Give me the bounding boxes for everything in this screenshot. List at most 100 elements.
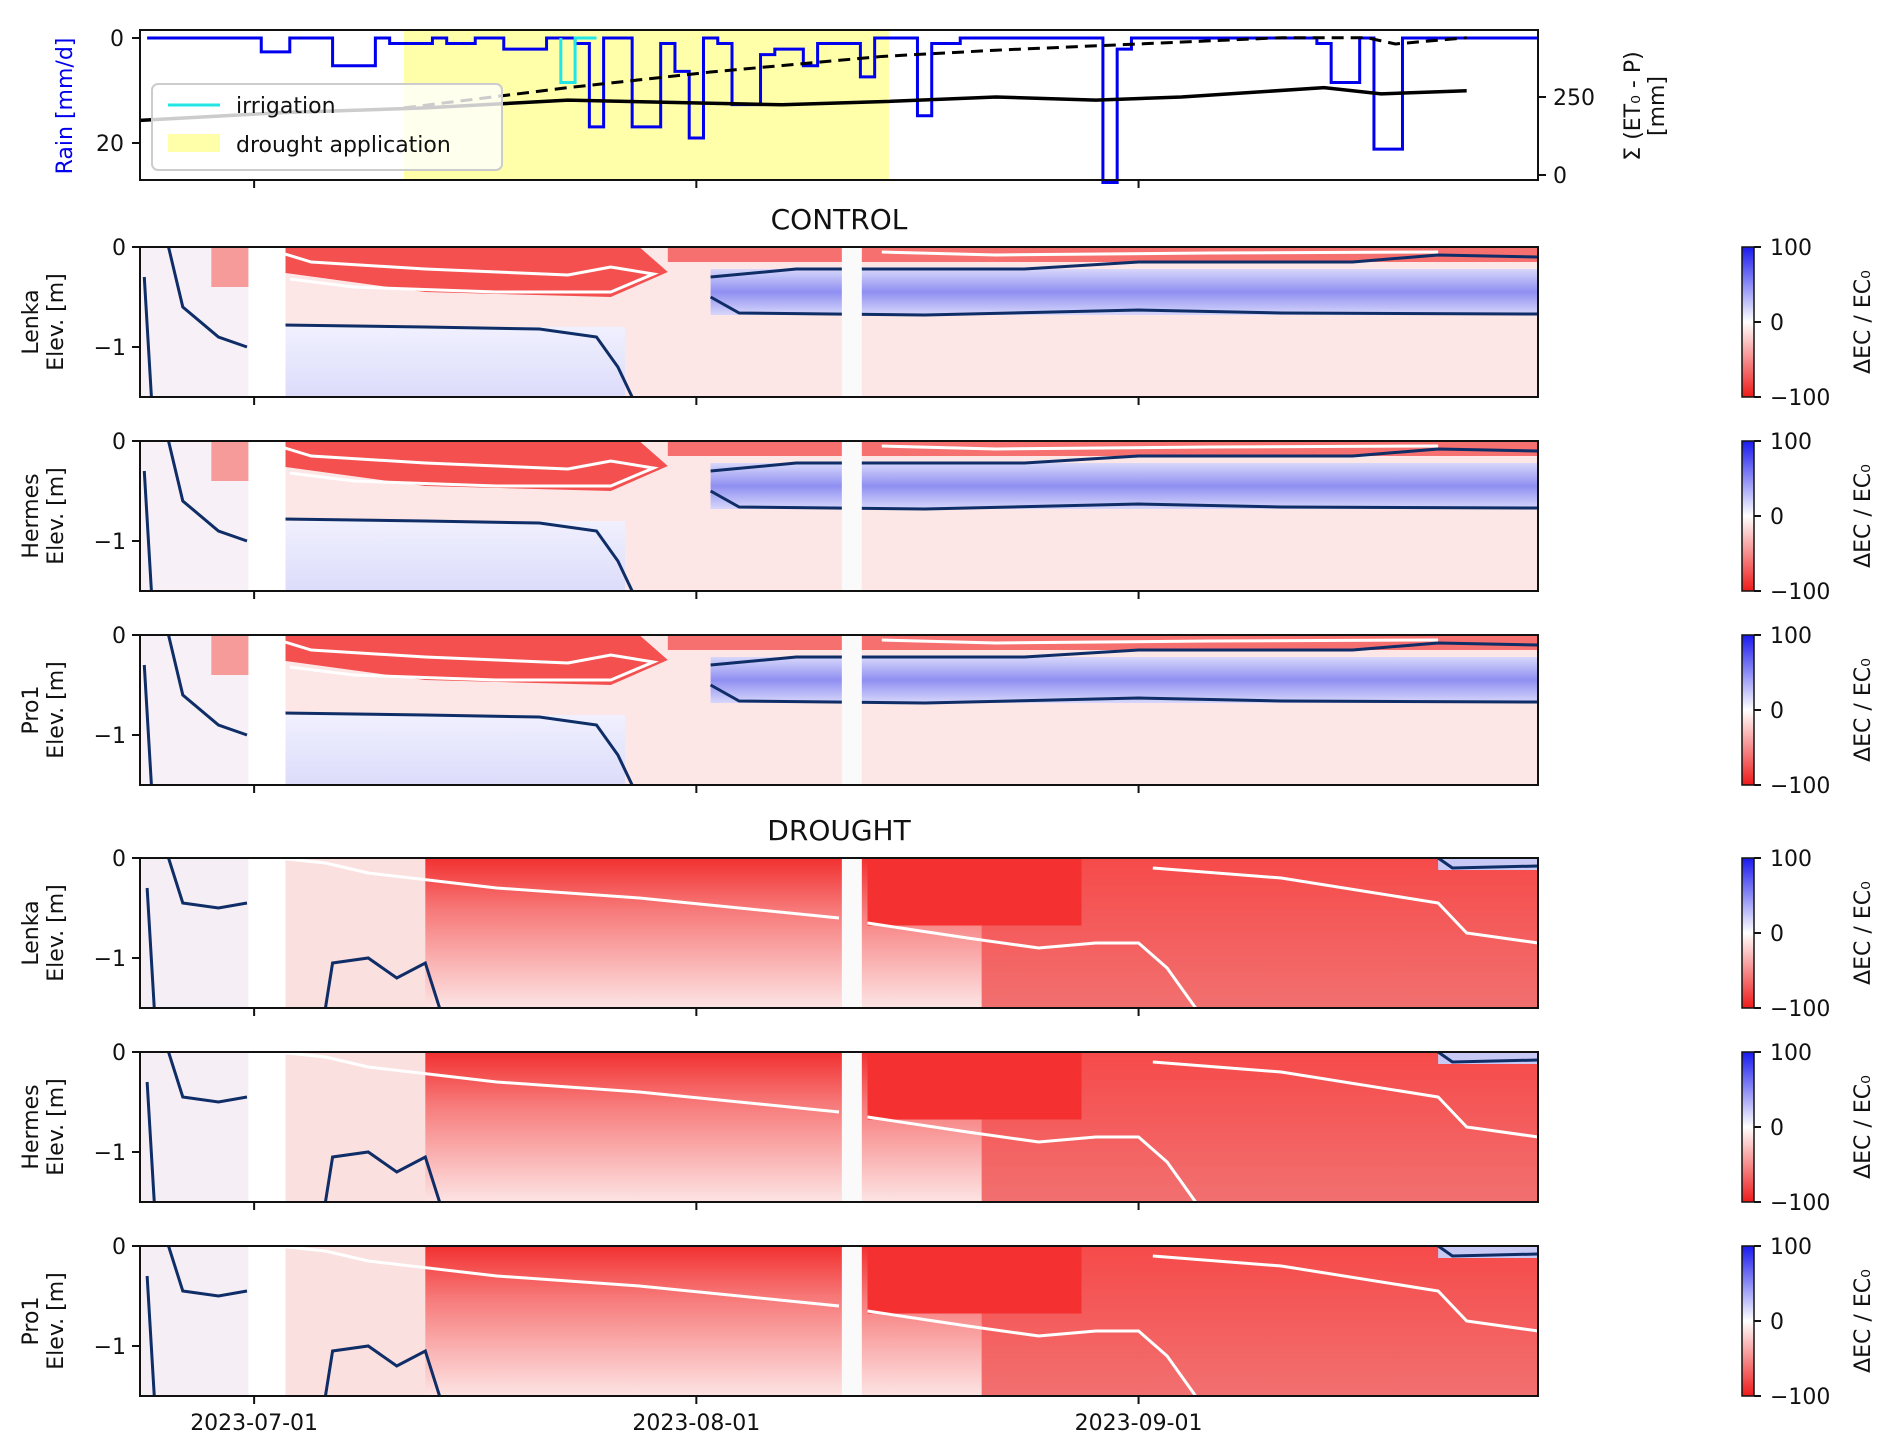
contour-positive-upper: [710, 641, 1539, 667]
colorbar-tick-label: −100: [1770, 774, 1830, 799]
contour-negative-top: [881, 250, 1439, 257]
weather-xticks: [253, 180, 1140, 188]
rain-ylabel: Rain [mm/d]: [53, 38, 78, 175]
missing-data-gap: [248, 635, 286, 785]
contour-early: [145, 1245, 248, 1397]
colorbar-tick-label: 100: [1770, 236, 1812, 261]
contour-negative-top: [881, 444, 1439, 451]
contour-early: [142, 634, 248, 786]
colorbar-tick-label: 0: [1770, 922, 1784, 947]
contour-positive-deep: [282, 517, 634, 592]
heatmap-blue-deep: [278, 715, 626, 785]
contour-positive-lower: [709, 683, 1539, 705]
ytick-label: −1: [94, 530, 126, 555]
heatmap-early: [140, 1246, 255, 1396]
contour-positive-lower: [709, 489, 1539, 511]
contour-negative-lower: [867, 921, 1197, 1009]
colorbar-tick-label: 0: [1770, 699, 1784, 724]
colorbar: 100 0 −100 ΔEC / EC₀: [1741, 236, 1876, 411]
contour-negative-top: [881, 638, 1439, 645]
contour-positive-upper: [710, 253, 1539, 279]
heatmap-blue-band: [710, 269, 1538, 315]
contour-negative-lower: [867, 1115, 1197, 1203]
missing-data-gap: [841, 1052, 862, 1202]
colorbar-gradient: [1741, 857, 1755, 1009]
contour-early: [142, 246, 248, 398]
rain-tick-0: 0: [110, 27, 124, 52]
contour-positive-deep: [323, 956, 442, 1009]
legend-irrigation-label: irrigation: [236, 94, 336, 119]
ytick-label: 0: [112, 624, 126, 649]
contour-early: [145, 1051, 248, 1203]
drought-title: DROUGHT: [767, 814, 911, 847]
colorbar-tick-label: 100: [1770, 1235, 1812, 1260]
contour-early: [145, 857, 248, 1009]
colorbar-tick-label: −100: [1770, 386, 1830, 411]
contour-early: [142, 440, 248, 592]
missing-data-gap: [248, 441, 286, 591]
legend-drought-swatch: [168, 134, 220, 152]
colorbar-label: ΔEC / EC₀: [1851, 658, 1876, 762]
contour-positive-deep: [282, 323, 634, 398]
colorbar-gradient: [1741, 440, 1755, 592]
missing-data-gap: [248, 247, 286, 397]
ytick-label: −1: [94, 1335, 126, 1360]
missing-data-gap: [841, 635, 862, 785]
contour-positive-deep: [323, 1344, 442, 1397]
colorbar-label: ΔEC / EC₀: [1851, 881, 1876, 985]
drought-lenka-panel: 0 −1 Lenka Elev. [m] 100 0 −100 ΔEC / EC₀: [19, 847, 1876, 1022]
missing-data-gap: [841, 247, 862, 397]
colorbar-tick-label: −100: [1770, 997, 1830, 1022]
legend: irrigation drought application: [151, 83, 503, 171]
colorbar-tick-label: 100: [1770, 1041, 1812, 1066]
elev-label: Elev. [m]: [44, 467, 69, 564]
control-lenka-panel: 0 −1 Lenka Elev. [m] 100 0 −100 ΔEC / EC₀: [19, 236, 1876, 411]
contour-negative-upper: [278, 1050, 840, 1114]
heatmap-early: [140, 1052, 255, 1202]
colorbar-tick-label: 0: [1770, 1116, 1784, 1141]
colorbar-tick-label: 0: [1770, 1310, 1784, 1335]
colorbar-tick-label: 100: [1770, 430, 1812, 455]
colorbar-label: ΔEC / EC₀: [1851, 1075, 1876, 1179]
contour-negative-upper: [278, 856, 840, 920]
cum-tick-250: 250: [1553, 86, 1595, 111]
xtick-label: 2023-08-01: [632, 1411, 760, 1436]
ytick-label: 0: [112, 236, 126, 261]
heatmap-red-core: [867, 858, 1082, 926]
missing-data-gap: [841, 1246, 862, 1396]
sensor-label: Lenka: [19, 289, 44, 354]
sensor-label: Pro1: [19, 686, 44, 735]
contour-positive-upper: [710, 447, 1539, 473]
heatmap-early-red: [211, 635, 255, 675]
colorbar-gradient: [1741, 634, 1755, 786]
colorbar-label: ΔEC / EC₀: [1851, 270, 1876, 374]
rain-step-line: [147, 36, 1538, 184]
heatmap-early2: [278, 858, 426, 1008]
xtick-label: 2023-09-01: [1075, 1411, 1203, 1436]
ytick-label: 0: [112, 847, 126, 872]
colorbar-label: ΔEC / EC₀: [1851, 1269, 1876, 1373]
contour-negative-late: [1152, 1254, 1539, 1333]
contour-negative-late: [1152, 1060, 1539, 1139]
weather-frame: [139, 29, 1539, 181]
ytick-label: −1: [94, 724, 126, 749]
ytick-label: −1: [94, 1141, 126, 1166]
colorbar: 100 0 −100 ΔEC / EC₀: [1741, 847, 1876, 1022]
heatmap-early: [140, 858, 255, 1008]
weather-panel: 0 20 Rain [mm/d] 250 0 Σ (ET₀ - P) [mm] …: [53, 27, 1670, 189]
contour-negative-upper: [278, 1244, 840, 1308]
heatmap-frame: [139, 1051, 1539, 1203]
elev-label: Elev. [m]: [44, 1078, 69, 1175]
drought-pro1-panel: 0 −1 Pro1 Elev. [m] 100 0 −100 ΔEC / EC₀: [19, 1235, 1876, 1410]
ytick-label: 0: [112, 430, 126, 455]
heatmap-frame: [139, 440, 1539, 592]
irrigation-line: [559, 36, 597, 84]
contour-negative: [277, 444, 659, 488]
colorbar-label: ΔEC / EC₀: [1851, 464, 1876, 568]
missing-data-gap: [248, 1052, 286, 1202]
colorbar-gradient: [1741, 246, 1755, 398]
bottom-xticks: 2023-07-01 2023-08-01 2023-09-01: [190, 1411, 1202, 1436]
colorbar-gradient: [1741, 1245, 1755, 1397]
ytick-label: 0: [112, 1041, 126, 1066]
